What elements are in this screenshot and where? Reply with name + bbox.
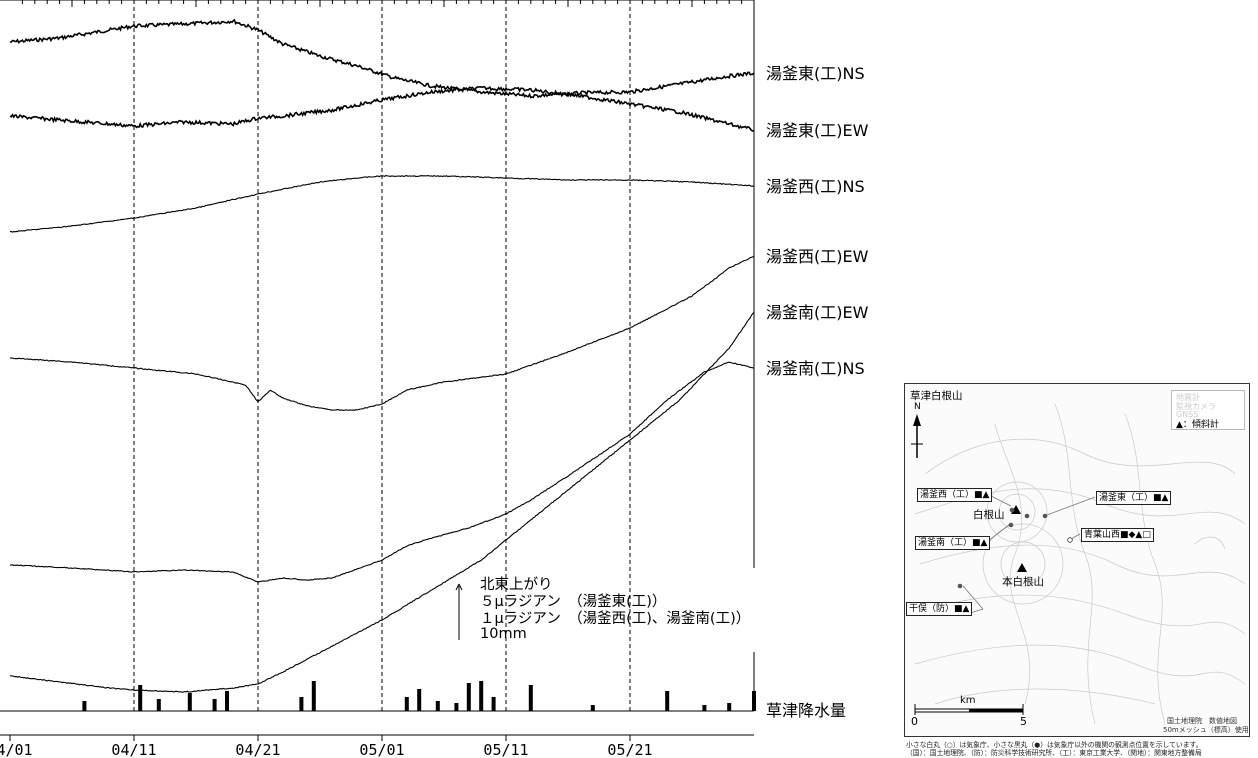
shirane-peak-marker [1011, 505, 1021, 514]
scale-five: 5 [1020, 715, 1027, 728]
scale-direction: 北東上がり [480, 576, 553, 593]
series-label-3: 湯釜西(工)NS [766, 177, 865, 196]
series-labels: 湯釜東(工)NS 湯釜東(工)EW 湯釜西(工)NS 湯釜西(工)EW 湯釜南(工)NS… [766, 64, 869, 720]
precip-bar [212, 699, 217, 711]
series-line-5 [9, 361, 755, 583]
series-lines [9, 18, 755, 693]
precip-bar [727, 703, 732, 711]
scale-zero: 0 [911, 715, 918, 728]
map-credit-2: 50mメッシュ（標高）使用 [1163, 726, 1249, 734]
series-line-2 [9, 85, 755, 132]
precip-bar [138, 685, 143, 711]
precip-bar [156, 699, 161, 711]
station-map: 草津白根山 N 地震計 監視カメラ GNSS ▲：傾斜計 湯釜西（工）■▲ 湯釜… [904, 383, 1250, 737]
precip-label: 草津降水量 [766, 701, 846, 720]
x-axis: 04/01 04/11 04/21 05/01 05/11 05/21 [0, 735, 653, 758]
motoshirane-peak-marker [1017, 563, 1027, 572]
precip-bar [404, 697, 409, 711]
peak-motoshirane: 本白根山 [1002, 576, 1044, 588]
series-label-2: 湯釜東(工)EW [766, 121, 869, 140]
precip-bar [82, 701, 87, 711]
x-tick-label: 04/21 [235, 741, 280, 758]
station-chimata: 干俣（防）■▲ [906, 602, 973, 616]
x-tick-label: 04/11 [111, 741, 156, 758]
series-line-4 [9, 255, 755, 412]
series-line-3 [9, 174, 755, 233]
map-title: 草津白根山 [910, 390, 963, 402]
precip-bar [435, 701, 440, 711]
precip-bar [299, 697, 304, 711]
series-label-5: 湯釜南(工)NS [766, 359, 865, 378]
legend-faint-3: GNSS [1176, 410, 1199, 419]
series-line-6 [10, 311, 755, 693]
series-line-1 [9, 18, 755, 99]
precip-bar [454, 703, 459, 711]
precip-bar [491, 697, 496, 711]
scale-line-2: １μラジアン （湯釜西(工)、湯釜南(工)） [480, 610, 750, 627]
series-label-4: 湯釜西(工)EW [766, 247, 869, 266]
plot-frame [0, 0, 755, 736]
precipitation-bars [82, 681, 756, 711]
station-yugama-south: 湯釜南（工）■▲ [915, 536, 991, 550]
precip-bar [528, 685, 533, 711]
scale-line-3: 10mm [480, 626, 527, 642]
precip-bar [466, 683, 471, 711]
legend-tilt: ▲：傾斜計 [1176, 420, 1219, 430]
precip-bar [590, 705, 595, 711]
series-label-6: 湯釜南(工)EW [766, 303, 869, 322]
precip-bar [665, 691, 670, 711]
precip-bar [225, 691, 229, 711]
precip-bar [702, 705, 707, 711]
x-tick-label: 05/21 [607, 741, 652, 758]
footnote-line-2: （国）：国土地理院、（防）：防災科学技術研究所、（工）：東京工業大学、（関地）：… [906, 749, 1202, 757]
peak-shirane: 白根山 [973, 509, 1005, 521]
map-footnote: 小さな白丸（○）は気象庁、小さな黒丸（●）は気象庁以外の機関の観測点位置を示して… [906, 741, 1256, 757]
precip-bar [752, 691, 756, 711]
map-legend: 地震計 監視カメラ GNSS ▲：傾斜計 [1171, 390, 1245, 430]
footnote-line-1: 小さな白丸（○）は気象庁、小さな黒丸（●）は気象庁以外の機関の観測点位置を示して… [906, 741, 1203, 749]
scale-arrow-head [455, 583, 463, 591]
precip-bar [187, 693, 192, 711]
precip-bar [417, 689, 422, 711]
precip-bar [479, 681, 484, 711]
station-yugama-east: 湯釜東（工）■▲ [1096, 491, 1172, 505]
x-tick-label: 05/11 [483, 741, 528, 758]
station-yugama-west: 湯釜西（工）■▲ [917, 488, 993, 502]
legend-faint-1: 地震計 [1176, 393, 1200, 402]
map-credit-1: 国土地理院 数値地図 [1167, 717, 1237, 725]
x-tick-label: 05/01 [359, 741, 404, 758]
station-aobayama-west: 青葉山西■◆▲□ [1081, 528, 1154, 542]
north-label: N [914, 402, 921, 412]
x-tick-label: 04/01 [0, 741, 33, 758]
map-topography [909, 403, 1246, 725]
scale-unit: km [960, 695, 976, 706]
legend-faint-2: 監視カメラ [1176, 402, 1216, 411]
precip-bar [311, 681, 316, 711]
scale-line-1: ５μラジアン （湯釜東(工)） [480, 593, 666, 610]
series-label-1: 湯釜東(工)NS [766, 64, 865, 83]
